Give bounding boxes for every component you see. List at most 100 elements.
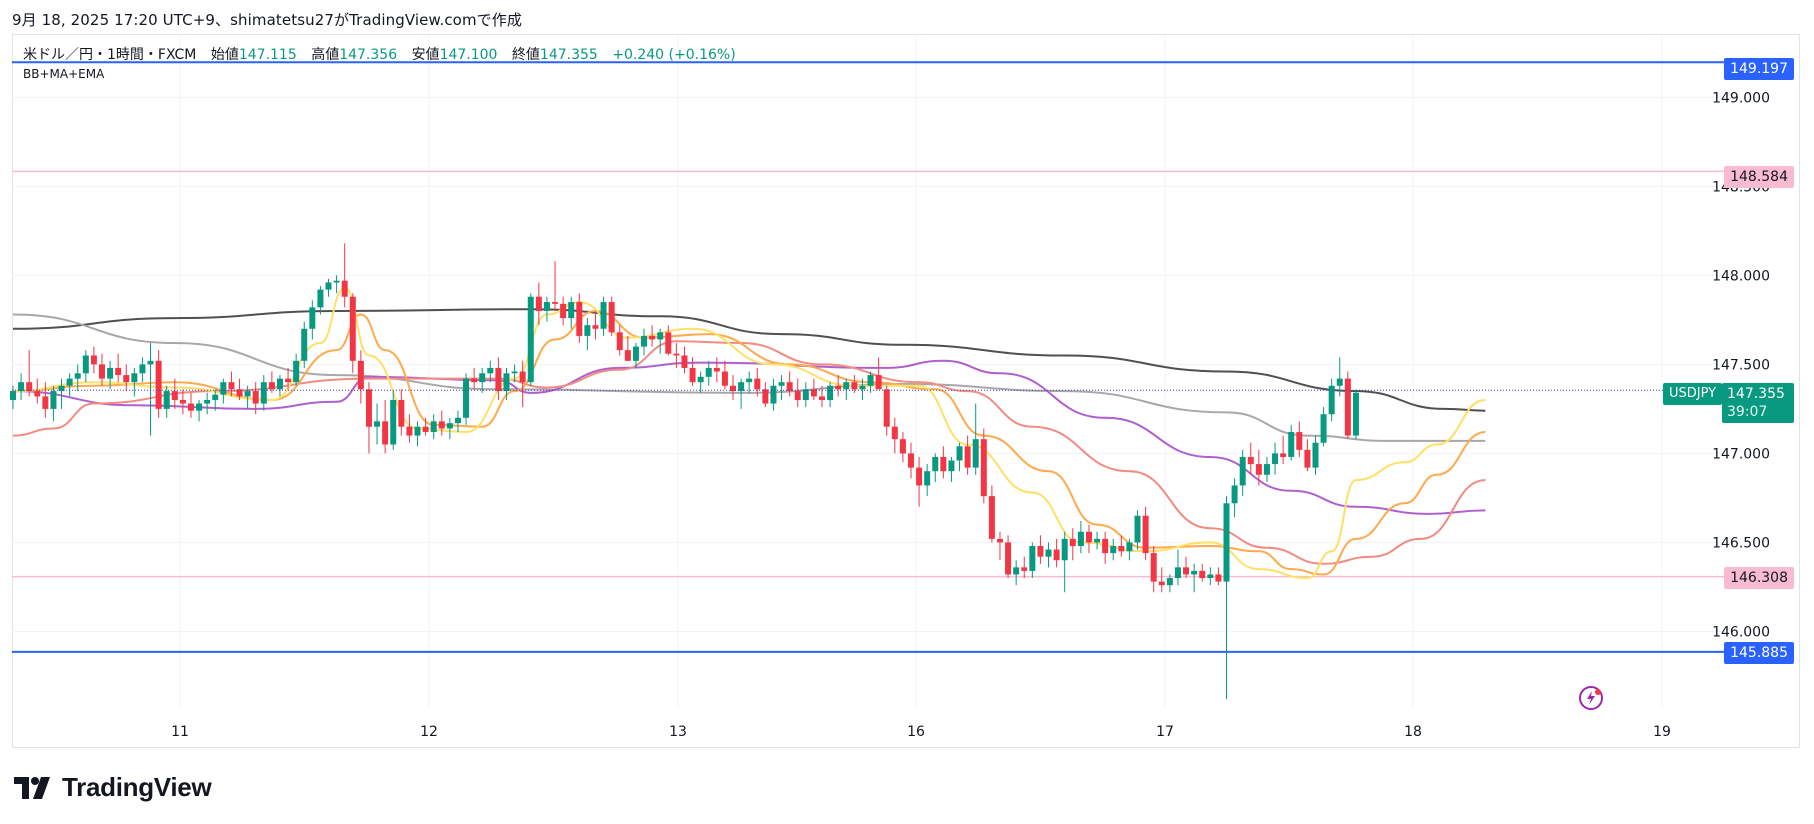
- tradingview-logo[interactable]: TradingView: [14, 772, 212, 803]
- candle-body: [325, 282, 332, 290]
- candle-body: [584, 325, 591, 336]
- candle-body: [1037, 545, 1044, 557]
- candle-body: [252, 391, 259, 404]
- candle-body: [228, 382, 235, 390]
- candle-body: [794, 391, 801, 400]
- candle-body: [487, 367, 494, 374]
- last-price: 147.355: [1727, 386, 1785, 402]
- candle-body: [115, 367, 122, 376]
- candle-body: [827, 385, 834, 400]
- candle-body: [616, 332, 623, 351]
- bolt-icon[interactable]: [1578, 685, 1604, 711]
- candle-body: [932, 456, 939, 472]
- candle-body: [916, 467, 923, 486]
- candle-body: [996, 538, 1003, 543]
- candle-body: [560, 303, 567, 319]
- candle-body: [1296, 432, 1303, 450]
- candle-body: [1102, 538, 1109, 554]
- candle-body: [365, 389, 372, 427]
- x-tick-label: 11: [171, 724, 189, 740]
- candle-body: [948, 460, 955, 472]
- candle-body: [374, 421, 381, 427]
- x-tick-label: 12: [420, 724, 438, 740]
- candle-body: [730, 385, 737, 392]
- candle-body: [503, 373, 510, 392]
- candle-body: [244, 391, 251, 397]
- candle-body: [859, 385, 866, 390]
- candle-body: [1126, 542, 1133, 552]
- legend-open-value: 147.115: [238, 47, 297, 63]
- candle-body: [657, 332, 664, 340]
- candle-body: [204, 399, 211, 404]
- candle-body: [802, 389, 809, 400]
- candle-body: [1255, 464, 1262, 475]
- candle-body: [163, 391, 170, 409]
- candle-body: [82, 355, 89, 374]
- candle-body: [1150, 553, 1157, 582]
- candle-body: [673, 353, 680, 356]
- candle-body: [875, 375, 882, 390]
- candle-body: [1118, 545, 1125, 552]
- indicator-label[interactable]: BB+MA+EMA: [23, 67, 105, 81]
- candle-body: [883, 389, 890, 427]
- candle-body: [293, 360, 300, 383]
- candle-body: [1021, 567, 1028, 571]
- candle-body: [721, 371, 728, 386]
- x-tick-label: 19: [1653, 724, 1671, 740]
- candle-body: [10, 391, 16, 400]
- candle-body: [576, 302, 583, 336]
- candle-body: [511, 371, 518, 374]
- candle-body: [276, 378, 283, 390]
- candle-body: [1061, 538, 1068, 561]
- legend-close-value: 147.355: [539, 47, 598, 63]
- candle-body: [649, 335, 656, 340]
- candle-body: [1005, 542, 1012, 575]
- candle-body: [1215, 574, 1222, 582]
- candle-body: [543, 302, 550, 311]
- candle-body: [187, 403, 194, 411]
- legend-symbol[interactable]: 米ドル／円・1時間・FXCM: [23, 47, 197, 63]
- candle-body: [349, 296, 356, 361]
- candle-body: [398, 399, 405, 427]
- y-tick-label: 146.000: [1712, 624, 1770, 640]
- candle-body: [1094, 538, 1101, 543]
- candle-body: [212, 394, 219, 400]
- candle-body: [1110, 545, 1117, 554]
- candle-body: [964, 446, 971, 468]
- candle-body: [1239, 456, 1246, 486]
- x-tick-label: 17: [1156, 724, 1174, 740]
- candle-body: [1134, 515, 1141, 543]
- candle-body: [762, 389, 769, 404]
- candle-body: [1280, 453, 1287, 457]
- candle-body: [58, 385, 65, 392]
- legend-low-value: 147.100: [439, 47, 498, 63]
- candle-body: [770, 385, 777, 404]
- candle-body: [107, 367, 114, 379]
- candle-body: [90, 355, 97, 365]
- candle-body: [479, 373, 486, 383]
- candle-body: [568, 302, 575, 319]
- candle-body: [438, 421, 445, 429]
- tradingview-logo-icon: [14, 776, 50, 799]
- candle-body: [535, 296, 542, 311]
- candle-body: [608, 302, 615, 333]
- last-price-tag: 147.355 39:07: [1722, 383, 1794, 423]
- legend-open-label: 始値: [210, 47, 239, 63]
- candle-body: [123, 375, 130, 383]
- candle-body: [139, 364, 146, 374]
- candle-body: [713, 367, 720, 372]
- chart-legend: 米ドル／円・1時間・FXCM 始値147.115 高値147.356 安値147…: [23, 44, 736, 64]
- y-tick-label: 148.000: [1712, 268, 1770, 284]
- candle-body: [463, 378, 470, 418]
- legend-high-label: 高値: [311, 47, 340, 63]
- candle-body: [1085, 531, 1092, 543]
- candle-body: [301, 328, 308, 361]
- candle-body: [179, 399, 186, 404]
- candle-body: [867, 375, 874, 386]
- candle-body: [924, 471, 931, 486]
- y-tick-label: 147.500: [1712, 357, 1770, 373]
- candle-body: [1045, 549, 1052, 557]
- candle-body: [309, 307, 316, 329]
- chart-caption: 9月 18, 2025 17:20 UTC+9、shimatetsu27がTra…: [12, 11, 522, 29]
